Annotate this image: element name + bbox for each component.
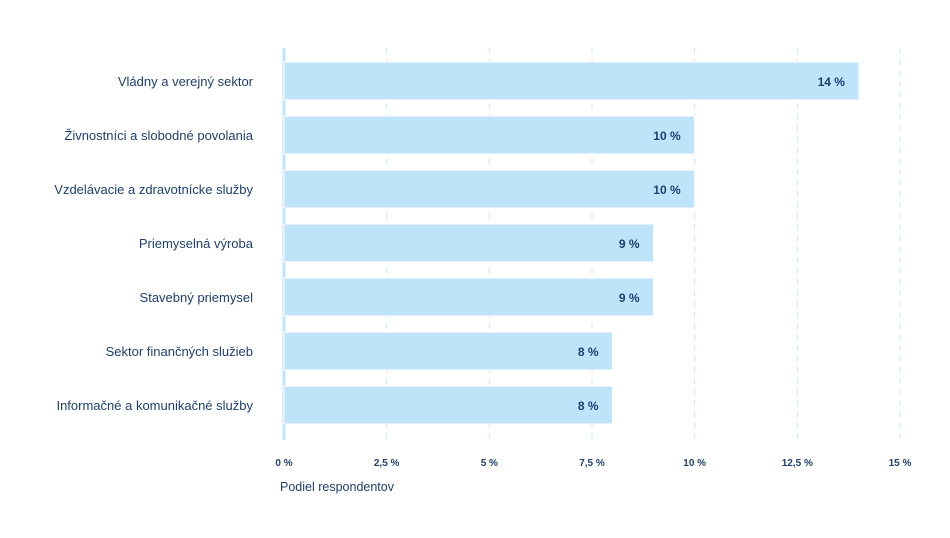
value-label: 8 %	[578, 345, 599, 359]
x-tick-label: 12,5 %	[782, 458, 813, 469]
x-tick-label: 5 %	[481, 458, 498, 469]
category-label: Informačné a komunikačné služby	[56, 398, 253, 413]
x-tick-label: 0 %	[275, 458, 292, 469]
category-label: Sektor finančných služieb	[106, 344, 253, 359]
value-label: 8 %	[578, 399, 599, 413]
bar	[283, 277, 655, 317]
x-tick-label: 15 %	[889, 458, 912, 469]
bar	[283, 385, 614, 425]
bar	[283, 61, 860, 101]
category-label: Priemyselná výroba	[139, 236, 254, 251]
value-label: 14 %	[818, 75, 846, 89]
x-tick-label: 10 %	[683, 458, 706, 469]
category-label: Živnostníci a slobodné povolania	[64, 128, 253, 143]
x-tick-label: 2,5 %	[374, 458, 400, 469]
category-label: Vzdelávacie a zdravotnícke služby	[54, 182, 253, 197]
bar	[283, 169, 696, 209]
value-label: 9 %	[619, 237, 640, 251]
category-label: Vládny a verejný sektor	[118, 74, 254, 89]
value-label: 10 %	[653, 183, 681, 197]
bar	[283, 223, 655, 263]
bar-layer	[283, 61, 860, 425]
bar	[283, 115, 696, 155]
value-label: 10 %	[653, 129, 681, 143]
label-layer: 0 % 2,5 % 5 % 7,5 % 10 % 12,5 % 15 % Vládny a v…	[54, 74, 911, 469]
x-axis-title: Podiel respondentov	[280, 480, 395, 494]
x-tick-label: 7,5 %	[579, 458, 605, 469]
value-label: 9 %	[619, 291, 640, 305]
bar	[283, 331, 614, 371]
category-label: Stavebný priemysel	[140, 290, 254, 305]
